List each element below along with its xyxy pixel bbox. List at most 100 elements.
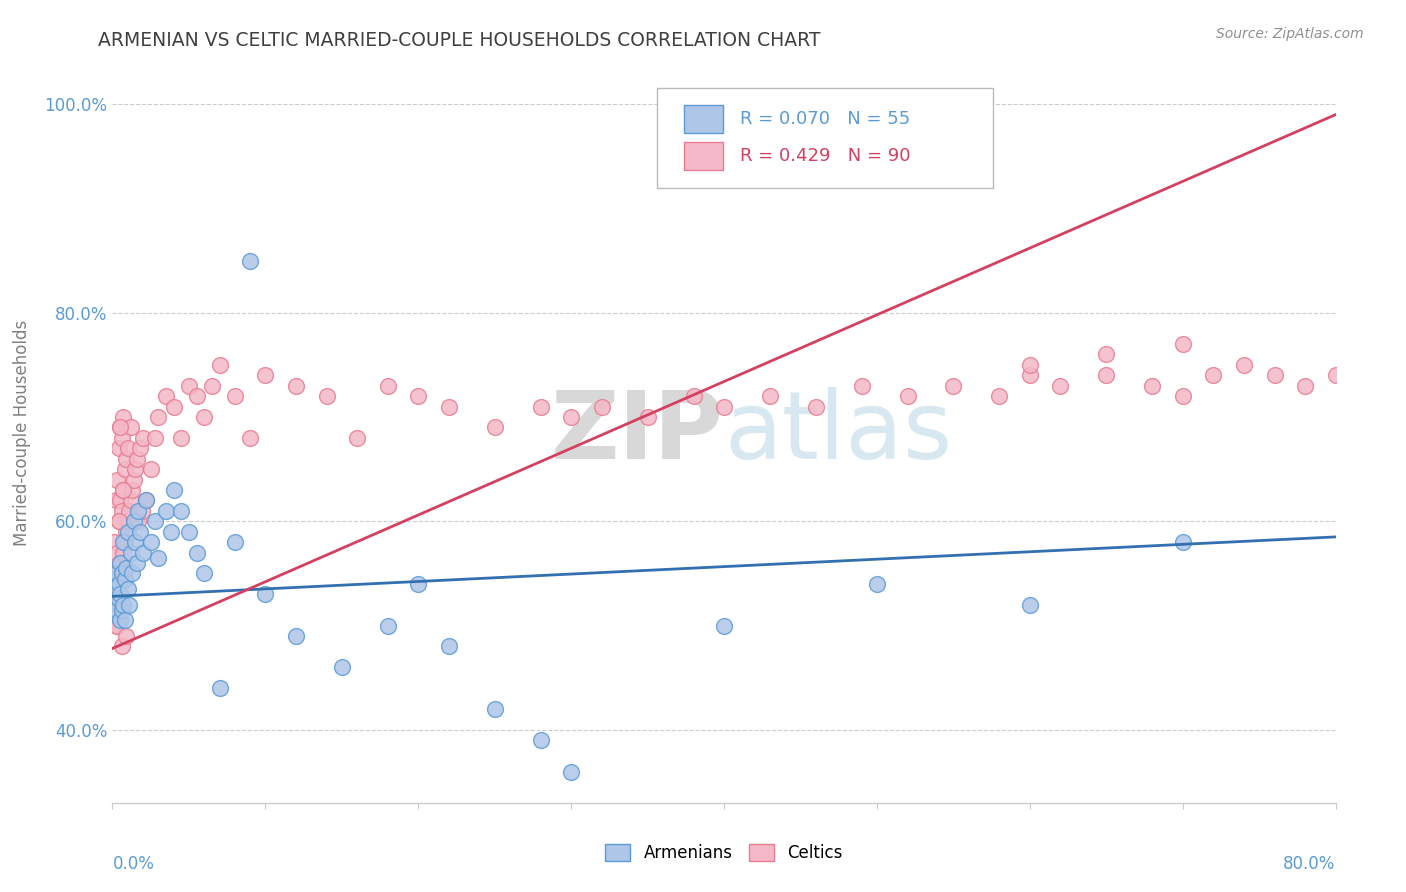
Point [1202,368,1225,383]
Point [125,556,148,570]
Point [124,535,146,549]
Y-axis label: Married-couple Households: Married-couple Households [13,319,31,546]
Point [408,389,430,403]
Point [111,603,134,617]
Point [120,420,142,434]
Point [132,431,155,445]
Point [1095,368,1118,383]
Point [107,514,129,528]
Point [114,462,136,476]
Text: 80.0%: 80.0% [1284,855,1336,872]
Point [804,400,827,414]
Point [330,660,353,674]
Point [111,566,134,581]
Point [408,577,430,591]
Point [107,514,129,528]
Point [117,442,139,456]
Point [224,389,246,403]
Point [682,389,704,403]
Point [103,582,125,596]
Point [208,358,231,372]
Point [115,524,138,539]
Point [208,681,231,695]
Point [108,587,131,601]
Point [104,566,127,581]
Point [942,378,965,392]
Point [111,640,134,654]
Point [114,613,136,627]
Point [122,473,145,487]
Legend: Armenians, Celtics: Armenians, Celtics [599,837,849,869]
Point [105,566,128,581]
Point [201,378,224,392]
Point [1018,358,1040,372]
Point [239,253,262,268]
Point [111,566,134,581]
Point [112,483,135,497]
Point [114,535,136,549]
Point [139,535,162,549]
Point [1233,358,1256,372]
Point [186,545,208,559]
Point [159,524,181,539]
Point [107,587,129,601]
Point [851,378,873,392]
Point [284,629,308,643]
Point [377,618,399,632]
Point [118,598,141,612]
Point [170,504,193,518]
Point [105,545,128,559]
Point [170,431,193,445]
Point [988,389,1011,403]
Point [759,389,782,403]
Point [143,514,166,528]
Point [114,572,136,586]
Point [1171,535,1194,549]
Point [105,618,128,632]
Point [530,400,553,414]
Point [111,504,134,518]
Point [239,431,262,445]
Point [120,545,142,559]
Point [118,504,141,518]
Point [121,566,143,581]
Point [107,442,129,456]
Point [1018,598,1040,612]
Point [163,400,186,414]
Point [121,483,143,497]
Point [315,389,337,403]
Point [112,409,135,424]
Point [108,613,131,627]
Point [186,389,208,403]
Point [105,603,128,617]
Point [108,493,131,508]
Point [866,577,889,591]
Point [484,702,506,716]
Point [143,431,166,445]
Point [129,524,152,539]
Point [105,473,128,487]
Point [105,618,128,632]
Point [112,535,135,549]
Point [104,493,127,508]
Text: 0.0%: 0.0% [112,855,155,872]
Point [124,462,146,476]
Point [112,483,135,497]
Point [115,629,138,643]
Point [177,524,200,539]
Point [117,514,139,528]
Point [713,400,735,414]
Point [132,545,155,559]
Point [112,598,135,612]
Point [108,420,131,434]
Point [135,493,157,508]
Point [377,378,399,392]
Point [117,524,139,539]
Point [224,535,246,549]
Point [1018,368,1040,383]
Point [284,378,308,392]
Point [346,431,368,445]
Point [103,535,125,549]
Text: R = 0.429   N = 90: R = 0.429 N = 90 [740,146,911,165]
Point [897,389,920,403]
